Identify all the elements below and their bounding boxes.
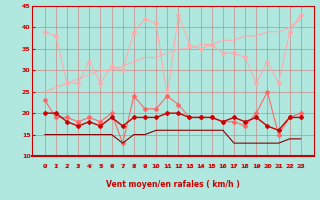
- Text: ↓: ↓: [175, 164, 182, 170]
- Text: ↓: ↓: [64, 164, 71, 170]
- Text: ↓: ↓: [52, 164, 60, 170]
- Text: ↓: ↓: [286, 164, 293, 170]
- Text: ↓: ↓: [197, 164, 204, 170]
- Text: ↓: ↓: [275, 164, 282, 170]
- Text: ↓: ↓: [97, 164, 104, 170]
- Text: ↓: ↓: [130, 164, 137, 170]
- Text: ↓: ↓: [264, 164, 271, 170]
- X-axis label: Vent moyen/en rafales ( km/h ): Vent moyen/en rafales ( km/h ): [106, 180, 240, 189]
- Text: ↓: ↓: [75, 164, 82, 170]
- Text: ↓: ↓: [242, 164, 249, 170]
- Text: ↓: ↓: [41, 164, 48, 170]
- Text: ↓: ↓: [220, 164, 227, 170]
- Text: ↓: ↓: [297, 164, 304, 170]
- Text: ↓: ↓: [253, 164, 260, 170]
- Text: ↓: ↓: [119, 164, 126, 170]
- Text: ↓: ↓: [230, 164, 237, 170]
- Text: ↓: ↓: [141, 164, 148, 170]
- Text: ↓: ↓: [153, 164, 160, 170]
- Text: ↓: ↓: [186, 164, 193, 170]
- Text: ↓: ↓: [208, 164, 215, 170]
- Text: ↓: ↓: [108, 164, 115, 170]
- Text: ↓: ↓: [164, 164, 171, 170]
- Text: ↓: ↓: [86, 164, 93, 170]
